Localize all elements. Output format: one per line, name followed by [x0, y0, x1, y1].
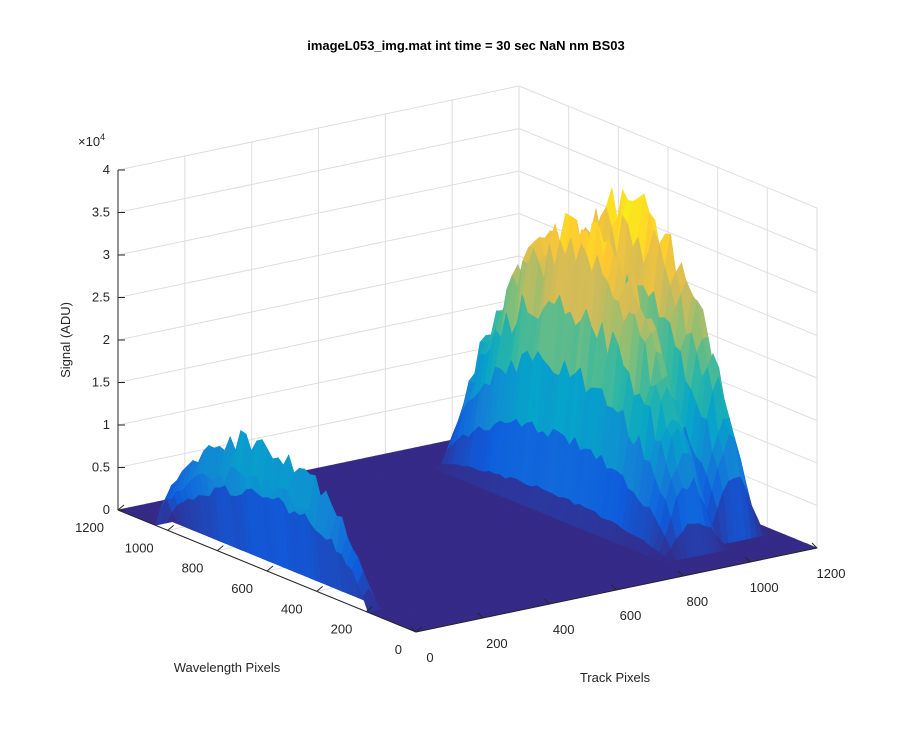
z-tick-label: 3.5	[92, 205, 110, 220]
z-tick-label: 0.5	[92, 460, 110, 475]
x-tick	[544, 598, 551, 605]
y-tick-label: 800	[182, 561, 204, 576]
x-tick	[410, 626, 417, 633]
wall-gridline-z	[117, 298, 520, 383]
y-tick-label: 200	[331, 622, 353, 637]
y-tick	[415, 626, 423, 633]
z-tick-label: 2.5	[92, 290, 110, 305]
x-tick	[811, 542, 818, 549]
x-tick-label: 400	[553, 622, 575, 637]
x-tick	[677, 570, 684, 577]
wall-gridline-z2	[518, 128, 818, 251]
y-tick	[167, 524, 174, 531]
y-tick-label: 600	[231, 581, 253, 596]
y-tick-label: 400	[281, 601, 303, 616]
z-exponent-label: ×104	[78, 132, 105, 149]
x-tick	[744, 556, 751, 563]
z-tick-label: 3	[103, 247, 110, 262]
wall-gridline-z	[117, 85, 520, 171]
y-tick-label: 1000	[125, 540, 154, 555]
wall-gridline-z	[117, 170, 520, 256]
wall-gridline-z	[117, 255, 520, 341]
x-tick-label: 800	[686, 594, 708, 609]
y-tick	[217, 545, 224, 552]
wall-gridline-z	[117, 383, 520, 468]
z-tick-label: 1.5	[92, 375, 110, 390]
x-tick-label: 200	[486, 636, 508, 651]
z-tick-label: 1	[103, 417, 110, 432]
z-tick-label: 2	[103, 332, 110, 347]
x-tick-label: 0	[426, 650, 433, 665]
wall-gridline-z	[117, 128, 520, 213]
x-tick	[611, 584, 617, 591]
x-tick-label: 1200	[817, 566, 846, 581]
z-exponent-base: ×10	[78, 134, 100, 149]
z-axis-label: Signal (ADU)	[58, 302, 73, 378]
x-tick-label: 1000	[750, 580, 779, 595]
y-tick	[366, 606, 373, 613]
wall-gridline-z	[117, 340, 520, 426]
x-tick-label: 600	[620, 608, 642, 623]
wall-gridline-z2	[518, 170, 818, 294]
z-exponent-power: 4	[100, 132, 105, 142]
wall-gridline-z	[117, 213, 520, 298]
tick-layer: 0200400600800100012000200400600800100012…	[75, 162, 845, 665]
z-tick-label: 0	[103, 502, 110, 517]
z-tick-label: 4	[103, 162, 110, 177]
x-tick	[477, 612, 484, 619]
y-tick	[266, 565, 274, 572]
chart-title: imageL053_img.mat int time = 30 sec NaN …	[307, 38, 625, 53]
wall-gridline-z2	[518, 85, 818, 209]
y-tick-label: 1200	[75, 520, 104, 535]
y-axis-label: Wavelength Pixels	[174, 660, 281, 675]
y-tick	[316, 585, 323, 592]
x-axis-label: Track Pixels	[580, 670, 651, 685]
y-tick	[117, 504, 125, 511]
surface-layer	[116, 187, 819, 633]
y-tick-label: 0	[395, 642, 402, 657]
